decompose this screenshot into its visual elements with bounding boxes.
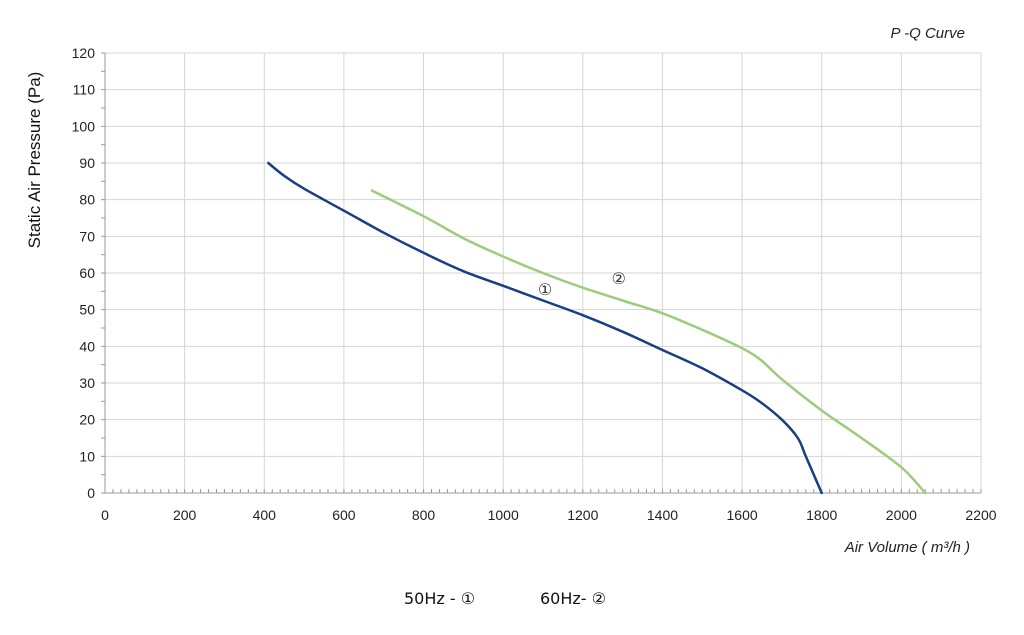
y-tick-label: 30 (79, 375, 95, 391)
x-tick-label: 1000 (488, 507, 519, 523)
y-tick-label: 60 (79, 265, 95, 281)
y-tick-label: 50 (79, 302, 95, 318)
y-tick-label: 110 (73, 82, 96, 98)
y-tick-label: 0 (87, 485, 95, 501)
legend-item-60hz: 60Hz- ② (540, 589, 606, 608)
x-tick-label: 800 (412, 507, 436, 523)
tick-labels: 0 200 400 600 800 1000 1200 1400 1600 1800 2000 220… (72, 45, 997, 523)
x-tick-label: 0 (101, 507, 109, 523)
x-tick-label: 2200 (965, 507, 996, 523)
y-tick-label: 20 (79, 412, 95, 428)
series-line-1 (267, 161, 823, 495)
series-labels: ①② (538, 269, 626, 299)
y-tick-label: 100 (72, 118, 96, 134)
legend-item-50hz: 50Hz - ① (404, 589, 476, 608)
x-tick-label: 1600 (727, 507, 758, 523)
x-tick-label: 1400 (647, 507, 678, 523)
series-label-2: ② (611, 269, 625, 288)
series-lines (267, 161, 927, 495)
axes (101, 52, 982, 494)
y-tick-label: 90 (79, 155, 95, 171)
y-tick-label: 120 (72, 45, 96, 61)
x-tick-label: 2000 (886, 507, 917, 523)
legend: 50Hz - ① 60Hz- ② (0, 589, 1024, 613)
x-tick-label: 400 (253, 507, 277, 523)
x-tick-label: 1200 (567, 507, 598, 523)
y-tick-label: 10 (79, 448, 95, 464)
x-tick-label: 600 (332, 507, 356, 523)
series-line-2 (370, 189, 927, 495)
x-tick-label: 200 (173, 507, 197, 523)
series-label-1: ① (538, 280, 552, 299)
y-axis-title: Static Air Pressure (Pa) (25, 72, 44, 249)
y-tick-label: 40 (79, 338, 95, 354)
chart-title: P -Q Curve (891, 25, 965, 42)
y-tick-label: 80 (79, 192, 95, 208)
x-axis-title: Air Volume ( m³/h ) (844, 539, 970, 556)
y-tick-label: 70 (79, 228, 95, 244)
x-tick-label: 1800 (806, 507, 837, 523)
